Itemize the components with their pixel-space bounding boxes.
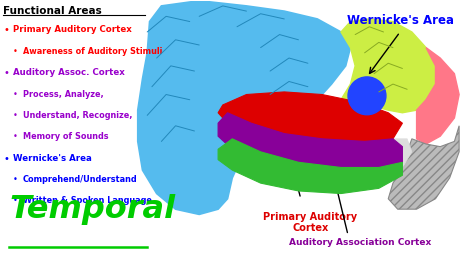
- Text: Memory of Sounds: Memory of Sounds: [23, 132, 109, 141]
- Text: Comprehend/Understand: Comprehend/Understand: [23, 175, 137, 184]
- Text: •: •: [12, 196, 18, 205]
- Text: Auditory Assoc. Cortex: Auditory Assoc. Cortex: [13, 68, 125, 77]
- Text: •: •: [12, 47, 18, 56]
- Text: •: •: [12, 90, 18, 99]
- Polygon shape: [379, 139, 412, 175]
- Polygon shape: [417, 48, 459, 144]
- Text: Wernicke's Area: Wernicke's Area: [13, 154, 92, 163]
- Text: •: •: [3, 25, 9, 35]
- Text: •: •: [12, 111, 18, 120]
- Polygon shape: [218, 92, 402, 144]
- Text: Process, Analyze,: Process, Analyze,: [23, 90, 103, 99]
- Text: Functional Areas: Functional Areas: [3, 6, 102, 16]
- Text: Primary Auditory
Cortex: Primary Auditory Cortex: [263, 212, 357, 233]
- Text: •: •: [12, 175, 18, 184]
- Text: Awareness of Auditory Stimuli: Awareness of Auditory Stimuli: [23, 47, 162, 56]
- Text: Temporal: Temporal: [9, 194, 175, 225]
- Polygon shape: [218, 139, 402, 194]
- Polygon shape: [388, 126, 459, 209]
- Text: •: •: [3, 154, 9, 164]
- Circle shape: [348, 77, 386, 115]
- Text: Written & Spoken Language: Written & Spoken Language: [23, 196, 152, 205]
- Polygon shape: [218, 113, 402, 173]
- Polygon shape: [138, 1, 350, 214]
- Polygon shape: [341, 19, 436, 113]
- Text: Wernicke's Area: Wernicke's Area: [346, 14, 454, 27]
- Text: Auditory Association Cortex: Auditory Association Cortex: [289, 238, 431, 247]
- Text: •: •: [3, 68, 9, 78]
- Text: •: •: [12, 132, 18, 141]
- Text: Understand, Recognize,: Understand, Recognize,: [23, 111, 132, 120]
- Text: Primary Auditory Cortex: Primary Auditory Cortex: [13, 25, 132, 34]
